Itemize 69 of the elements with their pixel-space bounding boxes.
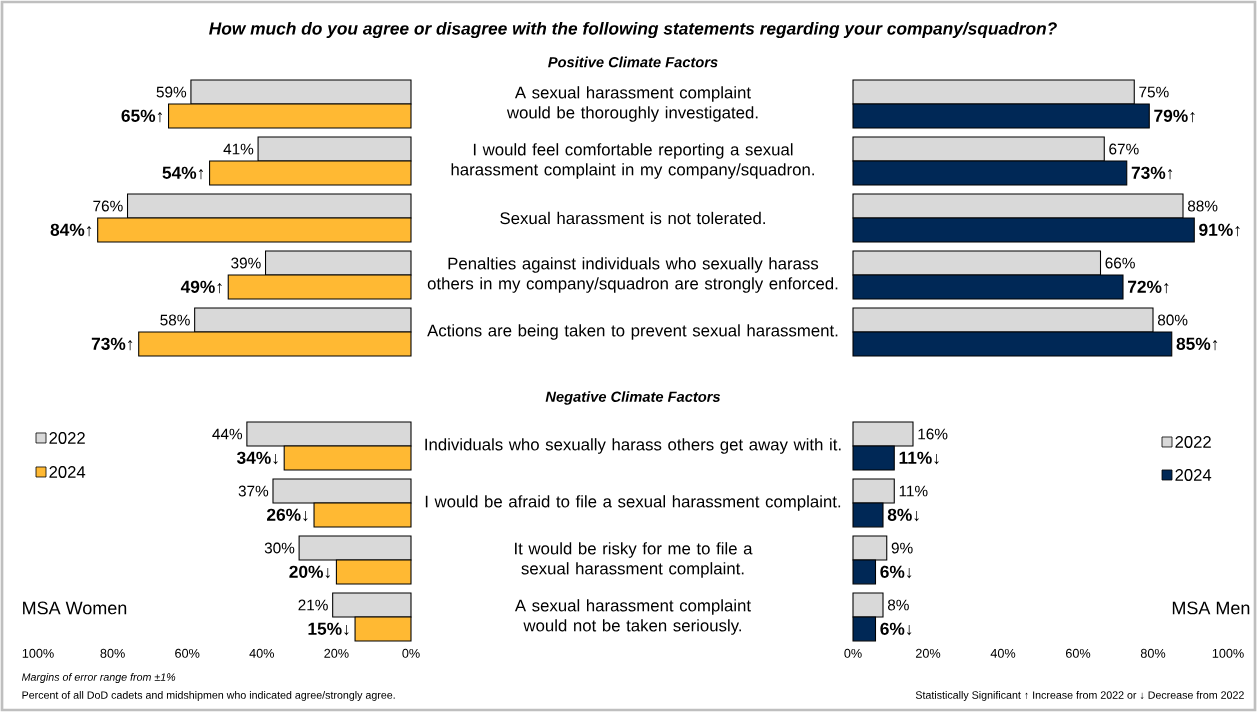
y-tick-label: Actions are being taken to prevent sexual harassment. [427, 324, 838, 340]
y-tick-label: A sexual harassment complaint would be thoroughly investigated. [506, 86, 758, 122]
data-label: 85%↑ [1176, 337, 1218, 351]
data-label: 54%↑ [162, 166, 203, 180]
data-label: 73%↑ [91, 337, 133, 351]
data-label: 80% [1157, 314, 1188, 326]
x-tick-label: 40% [249, 648, 275, 658]
x-tick-label: 100% [1212, 648, 1244, 658]
text: Percent of all DoD cadets and midshipmen who indicated agree/strongly agree. [22, 691, 395, 701]
x-tick-label: 80% [100, 648, 125, 658]
data-label: 66% [1105, 257, 1135, 269]
data-label: 91%↑ [1199, 223, 1240, 237]
data-label: 49%↑ [180, 280, 222, 294]
y-tick-label: Individuals who sexually harass others get away with it. [425, 438, 841, 454]
data-label: 65%↑ [121, 109, 162, 123]
x-tick-label: 60% [175, 648, 200, 658]
data-label: 11%↓ [899, 451, 939, 465]
x-tick-label: 20% [324, 648, 349, 658]
data-label: 72%↑ [1128, 280, 1169, 294]
data-label: 15%↓ [308, 622, 349, 636]
data-label: 75% [1139, 86, 1169, 98]
data-label: 26%↓ [267, 508, 308, 522]
data-label: 6%↓ [880, 565, 912, 579]
x-tick-label: 20% [915, 648, 941, 658]
text: Statistically Significant ↑ Increase from 2022 or ↓ Decrease from 2022 [915, 691, 1244, 701]
data-label: 34%↓ [236, 451, 278, 465]
text: Positive Climate Factors [548, 56, 718, 68]
data-label: 58% [160, 314, 190, 326]
text: Negative Climate Factors [545, 391, 721, 405]
data-label: 8%↓ [887, 508, 919, 522]
x-tick-label: 80% [1140, 648, 1166, 658]
y-tick-label: I would be afraid to file a sexual harassment complaint. [425, 495, 841, 511]
data-label: 11% [899, 485, 928, 497]
legend-label: 2024 [49, 466, 86, 478]
text: Margins of error range from ±1% [21, 673, 176, 683]
data-label: 16% [918, 428, 948, 440]
data-label: 67% [1109, 143, 1139, 155]
x-tick-label: 100% [22, 648, 54, 658]
x-tick-label: 0% [402, 648, 420, 658]
data-label: 44% [212, 428, 243, 440]
x-tick-label: 60% [1065, 648, 1091, 658]
data-label: 73%↑ [1131, 166, 1173, 180]
x-tick-label: 40% [990, 648, 1016, 658]
y-tick-label: Penalties against individuals who sexually harass others in my company/squadron are strongly enforced. [427, 257, 838, 293]
data-label: 79%↑ [1154, 109, 1195, 123]
y-tick-label: Sexual harassment is not tolerated. [500, 211, 765, 225]
annotation: MSA Women [23, 601, 127, 615]
data-label: 88% [1187, 200, 1218, 212]
legend-label: 2024 [1175, 469, 1212, 481]
data-label: 9% [891, 542, 913, 554]
data-label: 41% [223, 143, 254, 155]
y-tick-label: A sexual harassment complaint would not be taken seriously. [514, 599, 751, 635]
data-label: 59% [156, 86, 187, 98]
data-label: 39% [231, 257, 261, 269]
data-label: 76% [93, 200, 123, 212]
annotation: MSA Men [1172, 601, 1250, 615]
legend-label: 2022 [1175, 436, 1211, 448]
data-label: 20%↓ [289, 565, 330, 579]
data-label: 37% [238, 485, 269, 497]
x-tick-label: 0% [844, 648, 862, 658]
legend-label: 2022 [49, 432, 85, 444]
y-tick-label: I would feel comfortable reporting a sexual harassment complaint in my company/squadron. [451, 143, 814, 179]
data-label: 6%↓ [880, 622, 912, 636]
data-label: 84%↑ [50, 223, 92, 237]
data-label: 21% [298, 599, 328, 611]
y-tick-label: It would be risky for me to file a sexual harassment complaint. [515, 542, 753, 578]
text: How much do you agree or disagree with the following statements regarding your company/squadron? [209, 21, 1057, 39]
data-label: 30% [264, 542, 295, 554]
data-label: 8% [887, 599, 909, 611]
